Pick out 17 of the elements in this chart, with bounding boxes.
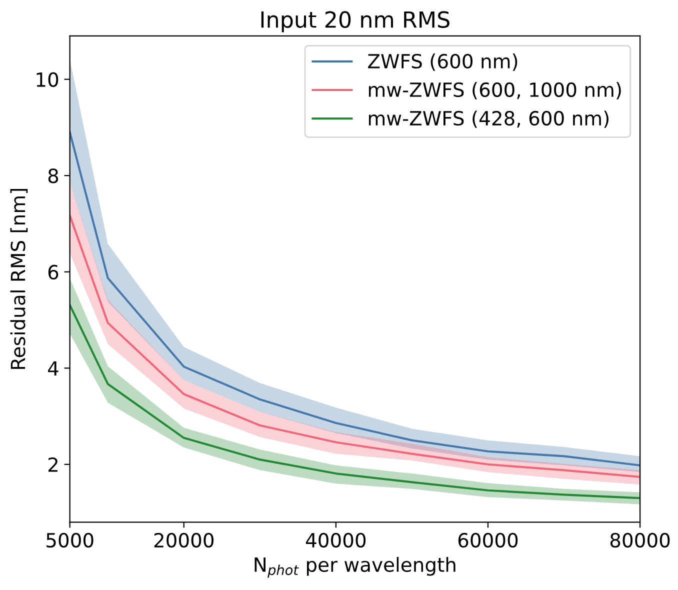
y-tick-label: 4 xyxy=(48,361,58,376)
legend-label: mw-ZWFS (600, 1000 nm) xyxy=(368,82,621,100)
y-tick-label: 2 xyxy=(48,457,58,472)
y-tick-label: 8 xyxy=(48,168,58,184)
line-series xyxy=(70,131,640,466)
x-tick-label: 5000 xyxy=(46,532,94,548)
y-tick-label: 6 xyxy=(48,264,58,280)
x-tick-label: 60000 xyxy=(458,532,518,548)
y-tick-label: 10 xyxy=(36,72,58,87)
legend-label: mw-ZWFS (428, 600 nm) xyxy=(368,110,608,128)
legend-label: ZWFS (600 nm) xyxy=(368,54,518,71)
x-tick-label: 40000 xyxy=(306,532,366,548)
x-tick-label: 20000 xyxy=(154,532,214,548)
chart-title: Input 20 nm RMS xyxy=(261,11,450,32)
x-tick-label: 80000 xyxy=(610,532,670,548)
x-axis-title: N$_{phot}$ per wavelength xyxy=(254,556,456,578)
y-axis-title: Residual RMS [nm] xyxy=(10,188,28,369)
